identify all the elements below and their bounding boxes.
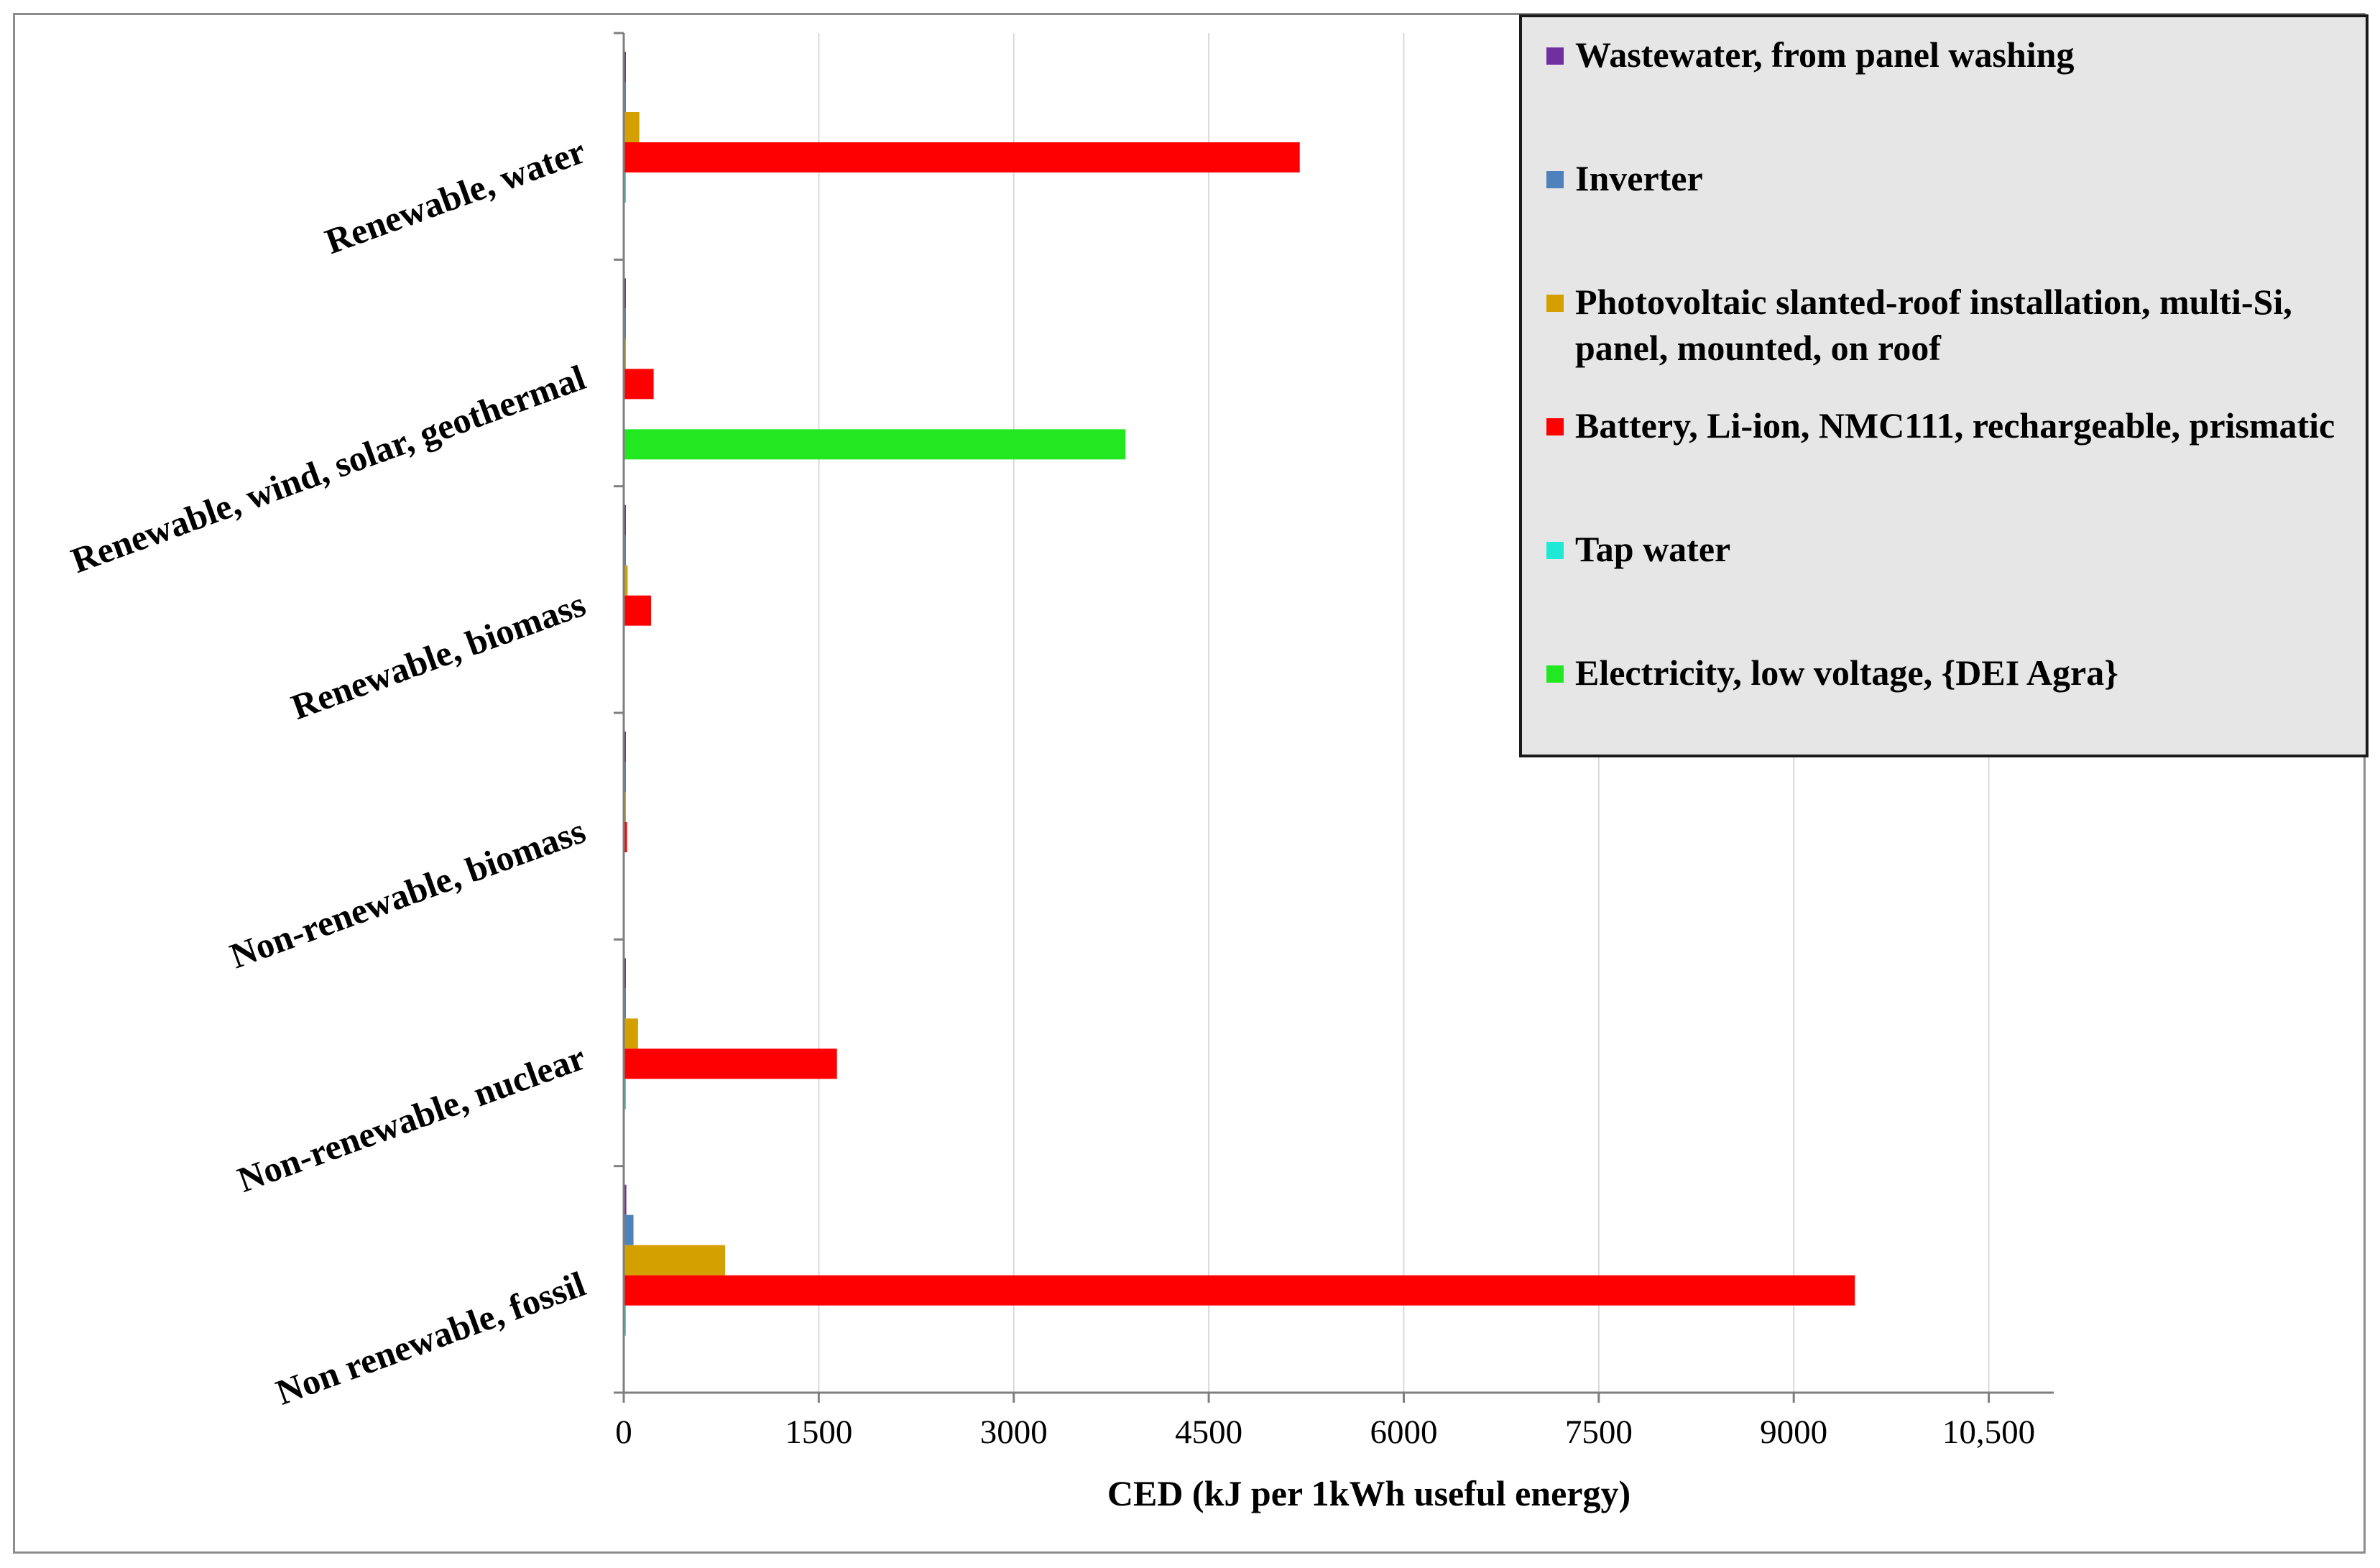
bar [624,1214,634,1245]
category-label: Renewable, biomass [286,584,591,727]
bar [624,112,640,142]
x-tick-label: 9000 [1760,1413,1827,1451]
legend-swatch [1546,295,1564,312]
legend-label: Tap water [1575,529,1731,569]
legend-label: Wastewater, from panel washing [1575,34,2075,75]
legend-swatch [1546,171,1564,188]
bar [624,595,651,626]
legend-swatch [1546,665,1564,683]
category-label: Non renewable, fossil [271,1263,591,1413]
legend-swatch [1546,542,1564,559]
bar [624,1018,638,1049]
category-label: Renewable, wind, solar, geothermal [66,357,591,581]
legend-label: Photovoltaic slanted-roof installation, … [1575,282,2292,368]
bar [624,565,628,596]
legend-label: Electricity, low voltage, {DEI Agra} [1575,652,2118,693]
bar [624,1275,1855,1306]
bar [624,142,1300,172]
legend-swatch [1546,418,1564,435]
legend-label: Battery, Li-ion, NMC111, rechargeable, p… [1575,405,2335,446]
bar [624,822,627,852]
legend: Wastewater, from panel washing Inverter Ph… [1519,14,2369,757]
bar [624,369,654,400]
category-label: Renewable, water [320,130,591,262]
bar-marks [624,52,1855,1336]
x-tick-label: 0 [615,1413,632,1451]
x-tick-label: 1500 [785,1413,852,1451]
legend-label: Inverter [1575,158,1703,198]
x-tick-label: 10,500 [1942,1413,2035,1451]
category-label: Non-renewable, biomass [225,810,591,976]
x-tick-label: 3000 [980,1413,1048,1451]
category-labels: Renewable, water Renewable, wind, solar, … [66,130,591,1412]
bar [624,429,1126,460]
legend-swatch [1546,47,1564,65]
bar [624,1048,837,1079]
x-tick-label: 7500 [1565,1413,1633,1451]
x-tick-label: 6000 [1370,1413,1437,1451]
axes [614,32,2054,1403]
bar [624,1245,726,1276]
category-label: Non-renewable, nuclear [232,1037,591,1200]
tick-labels: 0 1500 3000 4500 6000 7500 9000 10,500 [615,1413,2035,1451]
x-tick-label: 4500 [1175,1413,1242,1451]
bar [624,1184,627,1215]
x-axis-title: CED (kJ per 1kWh useful energy) [1107,1473,1631,1513]
